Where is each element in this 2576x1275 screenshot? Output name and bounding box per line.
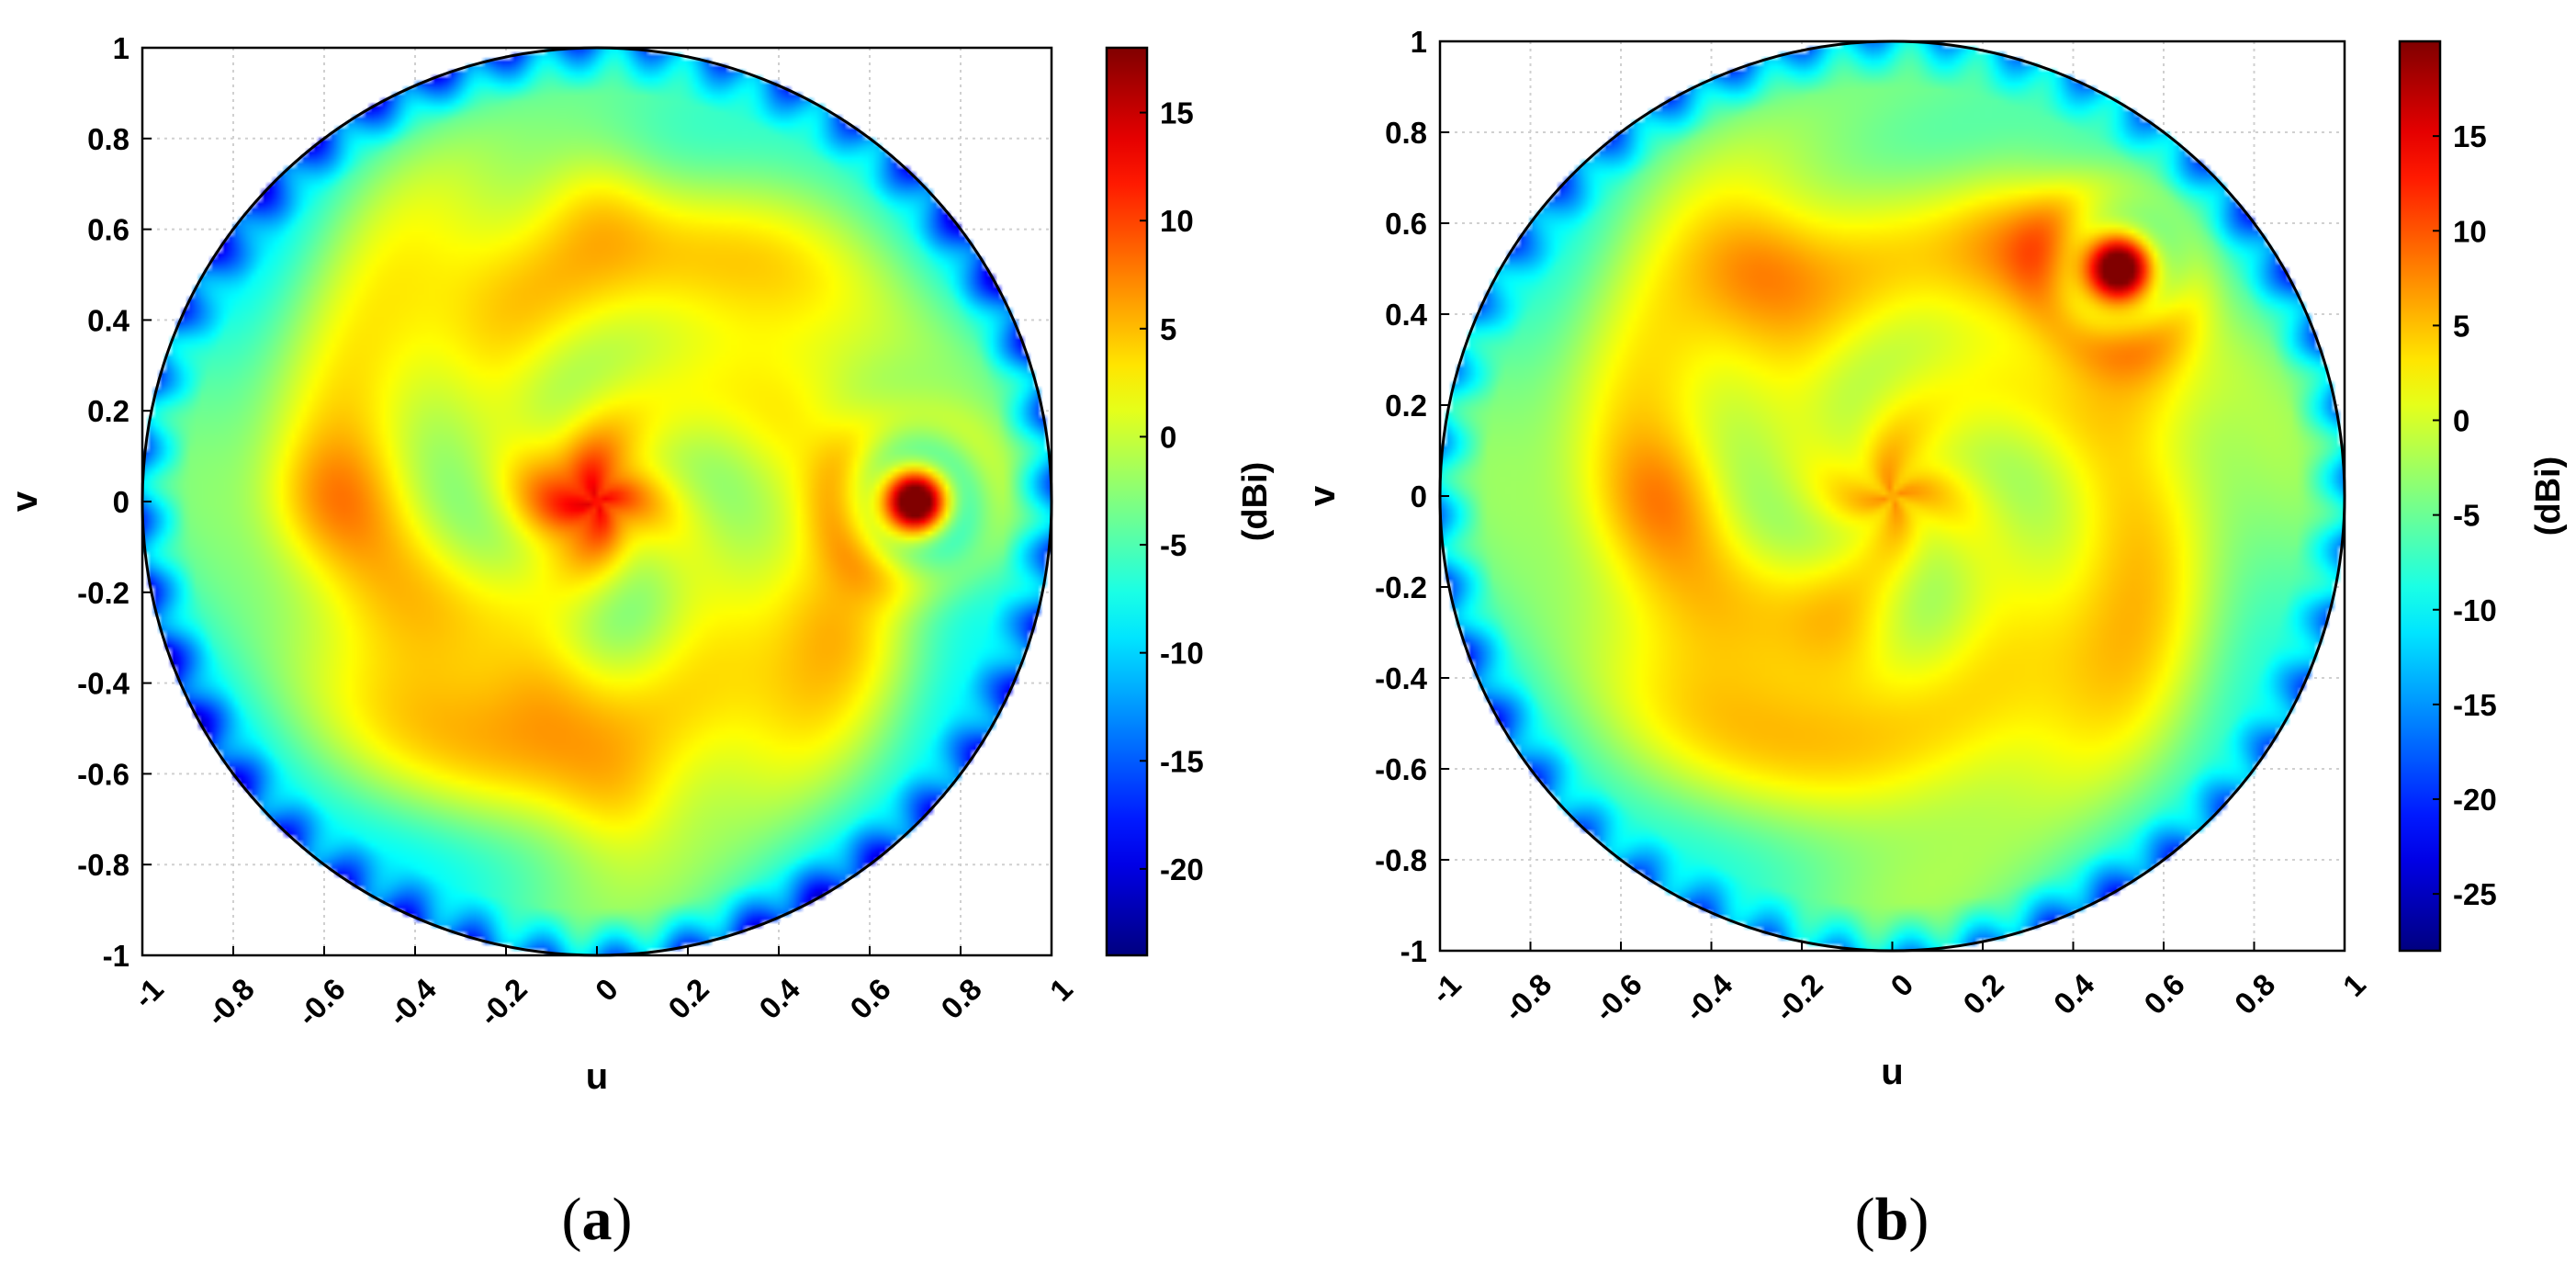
x-tick-label: 0.2 [1956,967,2010,1021]
x-tick-label: -0.2 [473,972,534,1032]
colorbar-tick-label: -25 [2453,877,2497,911]
x-tick-label: -0.4 [1678,966,1739,1028]
x-tick-label: 0.8 [934,972,988,1026]
colorbar [2398,39,2442,953]
x-tick-label: 0.4 [752,971,806,1025]
colorbar-label: (dBi) [2529,457,2568,536]
y-axis-label: v [5,491,45,512]
chart-panel-a: -1 -0.8 -0.6 -0.4 -0.2 0 0.2 0.4 0.6 0.8 1 1 0.8 0.6 0… [5,31,1275,1097]
y-tick-label: 0 [113,485,129,519]
colorbar-tick-label: -15 [1160,744,1204,778]
colorbar-tick-label: -5 [2453,499,2480,533]
y-tick-label: 1 [113,31,129,65]
x-tick-label: 0.6 [843,972,897,1026]
x-axis-label: u [1881,1052,1903,1092]
colorbar-tick-label: -20 [2453,783,2497,817]
x-tick-label: -0.2 [1769,967,1829,1028]
caption-b: (b) [1854,1186,1929,1253]
y-tick-label: -0.2 [1375,570,1427,604]
y-tick-label: -0.8 [77,848,129,882]
y-tick-label: -0.8 [1375,843,1427,877]
x-tick-label: 0 [1884,967,1919,1003]
x-tick-label: -0.8 [1497,967,1558,1028]
x-tick-label: -0.6 [291,972,352,1032]
colorbar-tick-label: -20 [1160,852,1204,886]
y-tick-label: -0.4 [1375,661,1428,695]
y-axis-label: v [1302,485,1343,506]
y-tick-label: 0 [1411,480,1427,513]
x-tick-label: -0.6 [1588,967,1648,1028]
y-tick-label: 0.2 [87,394,129,428]
y-tick-label: 0.4 [87,303,130,337]
colorbar-tick-label: 0 [1160,420,1176,454]
x-tick-label: 0.6 [2137,967,2191,1021]
colorbar-tick-label: 15 [1160,96,1194,130]
y-tick-label: 0.2 [1385,389,1427,423]
colorbar [1105,46,1149,957]
x-tick-label: -1 [127,972,170,1015]
heatmap-image [1440,41,2345,951]
colorbar-label: (dBi) [1236,462,1275,542]
x-tick-label: -0.4 [382,971,444,1032]
x-tick-label: 1 [2336,967,2372,1003]
x-tick-label: -0.8 [200,972,261,1032]
colorbar-tick-label: 5 [2453,309,2469,343]
y-tick-label: 1 [1411,25,1427,59]
colorbar-tick-label: 10 [1160,204,1194,238]
colorbar-tick-label: -10 [2453,593,2497,627]
caption-a-letter: a [581,1186,613,1253]
y-tick-label: -1 [1400,934,1427,968]
y-tick-label: -0.6 [77,757,129,791]
x-tick-label: -1 [1424,967,1468,1010]
caption-b-letter: b [1874,1186,1909,1253]
colorbar-tick-label: -5 [1160,528,1187,562]
x-tick-label: 0.8 [2228,967,2282,1021]
y-tick-label: 0.6 [87,213,129,247]
colorbar-tick-label: 0 [2453,404,2469,438]
y-tick-label: -1 [103,939,129,973]
x-tick-label: 0.2 [661,972,715,1026]
colorbar-tick-label: 15 [2453,119,2487,153]
y-tick-label: 0.8 [1385,116,1427,150]
colorbar-tick-label: 10 [2453,214,2487,248]
x-tick-label: 0.4 [2047,966,2101,1021]
colorbar-tick-label: 5 [1160,312,1176,346]
caption-a: (a) [561,1186,633,1253]
y-tick-label: 0.8 [87,122,129,156]
x-tick-label: 0 [589,972,624,1008]
y-tick-label: -0.2 [77,576,129,610]
heatmap-image [142,48,1052,955]
y-tick-label: -0.6 [1375,752,1427,786]
x-axis-label: u [586,1056,608,1097]
x-tick-label: 1 [1043,972,1079,1008]
chart-panel-b: -1 -0.8 -0.6 -0.4 -0.2 0 0.2 0.4 0.6 0.8 1 1 0.8 0.6 0… [1302,25,2568,1092]
y-tick-label: 0.4 [1385,298,1428,332]
y-tick-label: -0.4 [77,667,130,701]
colorbar-tick-label: -15 [2453,688,2497,722]
colorbar-tick-label: -10 [1160,637,1204,671]
y-tick-label: 0.6 [1385,207,1427,241]
